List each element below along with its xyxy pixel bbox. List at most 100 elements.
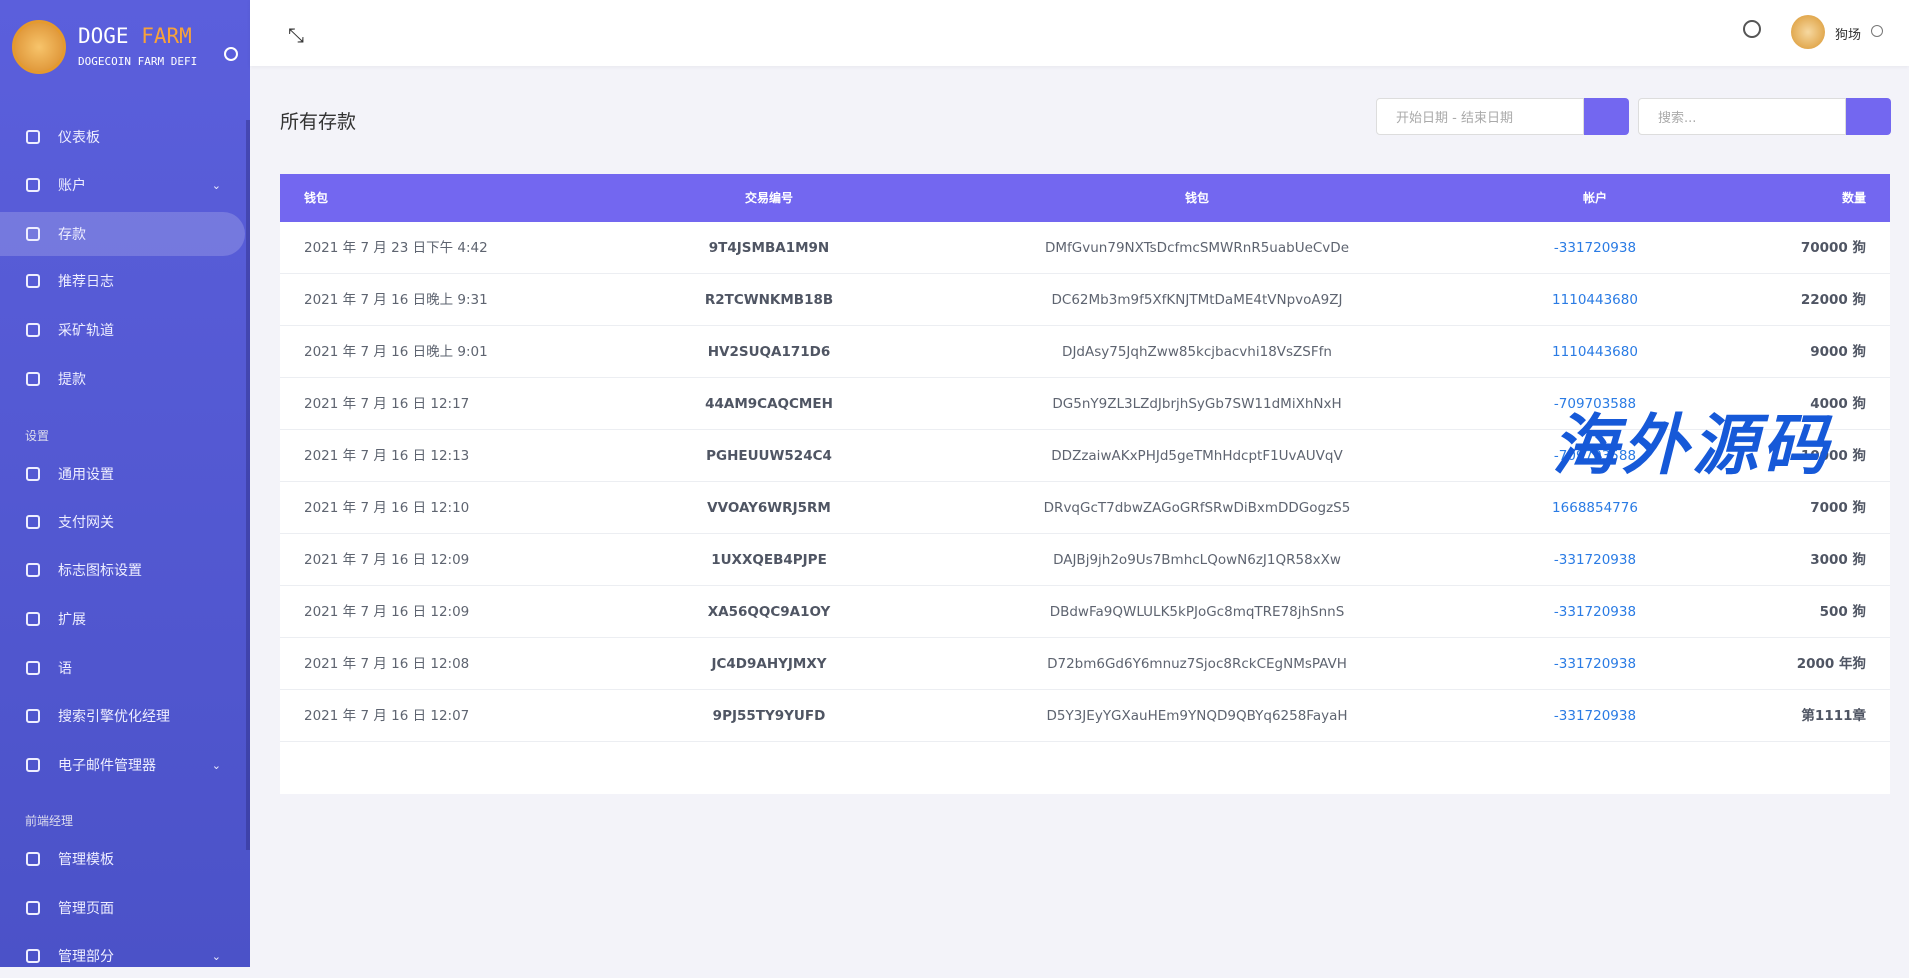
menu-label: 存款	[58, 227, 86, 243]
menu-item[interactable]: 标志图标设置	[0, 548, 245, 592]
avatar[interactable]	[1791, 15, 1825, 49]
menu-label: 推荐日志	[58, 274, 114, 290]
wallet: DAJBj9jh2o9Us7BmhcLQowN6zJ1QR58xXw	[1053, 552, 1341, 568]
date: 2021 年 7 月 23 日下午 4:42	[304, 240, 488, 256]
column-header: 数量	[1841, 191, 1866, 205]
menu-item[interactable]: 管理页面	[0, 886, 245, 930]
menu-icon	[26, 227, 40, 241]
search-icon[interactable]	[1743, 20, 1761, 38]
account[interactable]: -331720938	[1553, 552, 1637, 568]
menu-item[interactable]: 采矿轨道	[0, 308, 245, 352]
menu-item[interactable]: 管理部分 ⌄	[0, 934, 245, 978]
transaction-id: PGHEUUW524C4	[706, 448, 832, 464]
scrollbar	[246, 120, 250, 850]
amount: 4000 狗	[1810, 396, 1866, 412]
amount: 9000 狗	[1810, 344, 1866, 360]
account[interactable]: -331720938	[1553, 604, 1637, 620]
menu-item[interactable]: 扩展	[0, 597, 245, 641]
amount: 3000 狗	[1810, 552, 1866, 568]
menu-icon	[26, 612, 40, 626]
menu-item[interactable]: 存款	[0, 212, 245, 256]
date: 2021 年 7 月 16 日 12:10	[304, 500, 470, 516]
transaction-id: R2TCWNKMB18B	[704, 292, 834, 308]
transaction-id: 9PJ55TY9YUFD	[712, 708, 826, 724]
menu-label: 电子邮件管理器	[58, 758, 156, 774]
menu-label: 管理模板	[58, 852, 114, 868]
menu-label: 管理页面	[58, 901, 114, 917]
account[interactable]: -331720938	[1553, 708, 1637, 724]
date: 2021 年 7 月 16 日 12:07	[304, 708, 470, 724]
date: 2021 年 7 月 16 日 12:08	[304, 656, 470, 672]
date-search-button[interactable]	[1584, 98, 1629, 135]
menu-icon	[26, 515, 40, 529]
menu-item[interactable]: 管理模板	[0, 837, 245, 881]
transaction-id: HV2SUQA171D6	[707, 344, 831, 360]
menu-item[interactable]: 搜索引擎优化经理	[0, 694, 245, 738]
user-dropdown[interactable]	[1871, 25, 1883, 37]
wallet: DC62Mb3m9f5XfKNJTMtDaME4tVNpvoA9ZJ	[1051, 292, 1343, 308]
menu-icon	[26, 130, 40, 144]
menu-item[interactable]: 提款	[0, 357, 245, 401]
menu-icon	[26, 949, 40, 963]
table-row: 2021 年 7 月 16 日 12:07 9PJ55TY9YUFD D5Y3JEy…	[280, 690, 1890, 742]
wallet: DMfGvun79NXTsDcfmcSMWRnR5uabUeCvDe	[1044, 240, 1350, 256]
table: 钱包 交易编号 钱包 帐户 数量 2021 年 7 月 23 日下午 4:42 9T4JSM…	[280, 174, 1890, 794]
brand-title: DOGE FARM	[78, 24, 192, 48]
account[interactable]: 1110443680	[1552, 292, 1638, 308]
date: 2021 年 7 月 16 日 12:09	[304, 552, 470, 568]
search-button[interactable]	[1846, 98, 1891, 135]
watermark: 海外源码	[1552, 406, 1832, 484]
menu-item[interactable]: 语	[0, 646, 245, 690]
menu-label: 标志图标设置	[58, 563, 142, 579]
table-row: 2021 年 7 月 16 日 12:09 1UXXQEB4PJPE DAJBj9j…	[280, 534, 1890, 586]
account[interactable]: -709703588	[1553, 396, 1637, 412]
menu-icon	[26, 467, 40, 481]
user-name[interactable]: 狗场	[1835, 28, 1862, 43]
topbar: ⤡ 狗场	[250, 0, 1909, 66]
menu-section: 设置	[25, 429, 50, 443]
menu-icon	[26, 372, 40, 386]
menu-item[interactable]: 支付网关	[0, 500, 245, 544]
menu-item[interactable]: 通用设置	[0, 452, 245, 496]
date-input[interactable]: 开始日期 - 结束日期	[1376, 98, 1584, 135]
wallet: DRvqGcT7dbwZAGoGRfSRwDiBxmDDGogzS5	[1043, 500, 1351, 516]
amount: 2000 年狗	[1796, 656, 1866, 672]
logo	[12, 20, 66, 74]
wallet: DDZzaiwAKxPHJd5geTMhHdcptF1UvAUVqV	[1051, 448, 1343, 464]
menu-icon	[26, 178, 40, 192]
table-row: 2021 年 7 月 16 日 12:08 JC4D9AHYJMXY D72bm6G…	[280, 638, 1890, 690]
date: 2021 年 7 月 16 日 12:13	[304, 448, 470, 464]
page-title: 所有存款	[280, 111, 357, 133]
menu-label: 扩展	[58, 612, 86, 628]
transaction-id: 9T4JSMBA1M9N	[708, 240, 830, 256]
date: 2021 年 7 月 16 日晚上 9:31	[304, 292, 488, 308]
menu-chevron: ⌄	[211, 949, 221, 963]
sidebar-toggle[interactable]	[224, 47, 238, 61]
amount: 500 狗	[1819, 604, 1866, 620]
date: 2021 年 7 月 16 日 12:09	[304, 604, 470, 620]
table-row: 2021 年 7 月 16 日 12:10 VVOAY6WRJ5RM DRvqGcT…	[280, 482, 1890, 534]
collapse-icon[interactable]: ⤡	[288, 23, 304, 47]
date: 2021 年 7 月 16 日晚上 9:01	[304, 344, 488, 360]
amount: 22000 狗	[1800, 292, 1866, 308]
menu-label: 通用设置	[58, 467, 114, 483]
menu-item[interactable]: 推荐日志	[0, 259, 245, 303]
menu-item[interactable]: 账户 ⌄	[0, 163, 245, 207]
menu-section: 前端经理	[25, 814, 74, 828]
transaction-id: XA56QQC9A1OY	[707, 604, 831, 620]
date: 2021 年 7 月 16 日 12:17	[304, 396, 470, 412]
menu-item[interactable]: 仪表板	[0, 115, 245, 159]
account[interactable]: -331720938	[1553, 656, 1637, 672]
account[interactable]: -331720938	[1553, 240, 1637, 256]
account[interactable]: -709703588	[1553, 448, 1637, 464]
account[interactable]: 1668854776	[1552, 500, 1638, 516]
brand-accent: FARM	[141, 24, 192, 48]
search-input[interactable]: 搜索...	[1638, 98, 1846, 135]
wallet: DJdAsy75JqhZww85kcjbacvhi18VsZSFfn	[1062, 344, 1332, 360]
account[interactable]: 1110443680	[1552, 344, 1638, 360]
menu-chevron: ⌄	[211, 758, 221, 772]
menu-label: 账户	[58, 178, 86, 194]
table-row: 2021 年 7 月 16 日晚上 9:01 HV2SUQA171D6 DJdAsy…	[280, 326, 1890, 378]
menu-item[interactable]: 电子邮件管理器 ⌄	[0, 743, 245, 787]
